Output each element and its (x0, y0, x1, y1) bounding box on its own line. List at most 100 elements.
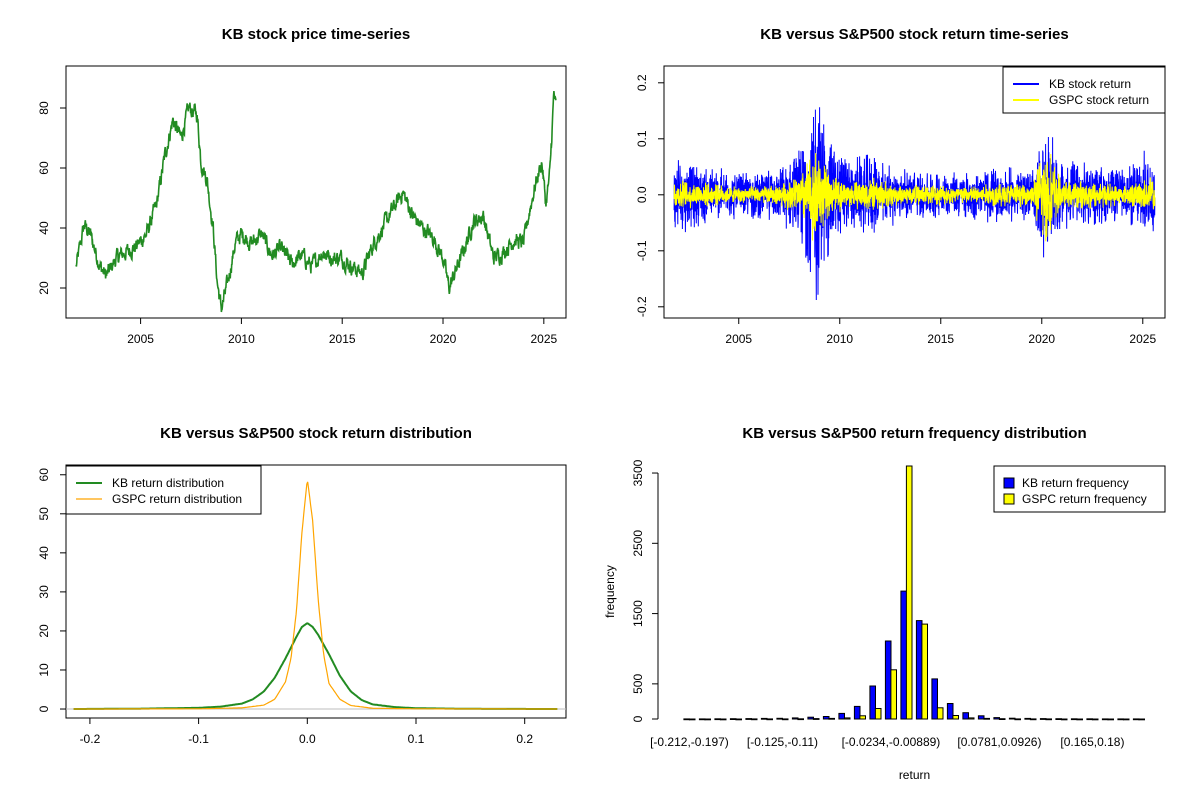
chart-title-0: KB stock price time-series (222, 26, 410, 43)
gspc-bar-3 (735, 718, 743, 721)
gspc-return-line (673, 153, 1156, 242)
gspc-density-line (73, 481, 558, 710)
y-tick-label-1-3: 0.1 (635, 130, 649, 147)
gspc-bar-23 (1045, 718, 1053, 721)
x-tick-label-0-4: 2025 (530, 332, 557, 346)
gspc-bar-14 (905, 465, 913, 720)
kb-bar-14 (900, 590, 908, 720)
gspc-bar-0 (688, 718, 696, 721)
x-tick-label-2-2: 0.0 (299, 732, 316, 746)
x-category-label-0: [-0.212,-0.197) (650, 735, 729, 749)
kb-bar-15 (915, 620, 923, 720)
x-tick-label-2-0: -0.2 (80, 732, 101, 746)
x-tick-label-1-0: 2005 (725, 332, 752, 346)
legend-label-3-0: KB return frequency (1022, 476, 1129, 490)
y-tick-label-1-1: -0.1 (635, 240, 649, 261)
kb-price-line (75, 91, 557, 313)
kb-bar-22 (1024, 717, 1032, 720)
gspc-bar-10 (843, 717, 851, 720)
gspc-bar-28 (1122, 718, 1130, 721)
x-tick-label-1-2: 2015 (927, 332, 954, 346)
y-tick-label-3-4: 3500 (631, 459, 645, 486)
gspc-bar-18 (967, 717, 975, 720)
plot-frame-1 (663, 65, 1166, 319)
x-tick-label-1-4: 2025 (1129, 332, 1156, 346)
legend-label-1-0: KB stock return (1049, 77, 1131, 91)
y-tick-label-2-6: 60 (37, 468, 51, 482)
kb-bar-26 (1086, 718, 1094, 721)
x-tick-label-2-1: -0.1 (188, 732, 209, 746)
y-tick-label-2-1: 10 (37, 663, 51, 677)
gspc-bar-16 (936, 707, 944, 720)
x-tick-label-0-1: 2010 (228, 332, 255, 346)
legend-swatch-3-1 (1003, 493, 1015, 505)
gspc-bar-26 (1091, 718, 1099, 721)
chart-title-2: KB versus S&P500 stock return distributi… (160, 425, 472, 442)
kb-bar-29 (1132, 718, 1140, 721)
gspc-bar-1 (704, 718, 712, 721)
x-tick-label-0-2: 2015 (329, 332, 356, 346)
kb-bar-8 (807, 716, 815, 720)
legend-label-1-1: GSPC stock return (1049, 93, 1149, 107)
y-tick-label-2-5: 50 (37, 507, 51, 521)
kb-bar-13 (884, 640, 892, 720)
kb-bar-4 (745, 718, 753, 720)
gspc-bar-6 (781, 718, 789, 721)
x-tick-label-1-3: 2020 (1028, 332, 1055, 346)
kb-bar-21 (1008, 717, 1016, 720)
gspc-bar-17 (952, 715, 960, 720)
x-axis-title-3: return (899, 768, 930, 782)
gspc-bar-19 (983, 717, 991, 720)
kb-bar-16 (931, 678, 939, 720)
kb-bar-0 (683, 718, 691, 721)
legend-label-2-0: KB return distribution (112, 476, 224, 490)
x-tick-label-2-4: 0.2 (516, 732, 533, 746)
gspc-bar-9 (828, 717, 836, 720)
x-tick-label-0-0: 2005 (127, 332, 154, 346)
x-tick-label-0-3: 2020 (430, 332, 457, 346)
y-tick-label-1-4: 0.2 (635, 74, 649, 91)
y-tick-label-1-2: 0.0 (635, 186, 649, 203)
y-tick-label-2-3: 30 (37, 585, 51, 599)
y-tick-label-0-2: 60 (37, 161, 51, 175)
kb-bar-9 (822, 716, 830, 720)
kb-bar-11 (853, 705, 861, 720)
kb-bar-7 (791, 717, 799, 720)
gspc-bar-4 (750, 718, 758, 721)
kb-bar-2 (714, 718, 722, 721)
y-tick-label-2-4: 40 (37, 546, 51, 560)
gspc-bar-2 (719, 718, 727, 721)
kb-density-line (73, 622, 558, 710)
gspc-bar-7 (797, 718, 805, 721)
y-tick-label-0-0: 20 (37, 281, 51, 295)
legend-box-3 (993, 465, 1166, 513)
y-tick-label-2-0: 0 (37, 705, 51, 712)
y-axis-title-3: frequency (603, 565, 617, 618)
legend-label-3-1: GSPC return frequency (1022, 492, 1147, 506)
y-tick-label-0-1: 40 (37, 221, 51, 235)
x-category-label-1: [-0.125,-0.11) (747, 735, 818, 749)
kb-bar-23 (1039, 718, 1047, 720)
y-tick-label-3-1: 500 (631, 674, 645, 694)
gspc-bar-15 (921, 623, 929, 720)
gspc-bar-27 (1107, 718, 1115, 721)
gspc-bar-5 (766, 718, 774, 721)
kb-bar-28 (1117, 718, 1125, 721)
kb-bar-1 (698, 718, 706, 721)
kb-bar-19 (977, 715, 985, 720)
legend-label-2-1: GSPC return distribution (112, 492, 242, 506)
kb-bar-5 (760, 717, 768, 720)
x-tick-label-2-3: 0.1 (408, 732, 425, 746)
gspc-bar-20 (998, 718, 1006, 721)
gspc-bar-29 (1138, 718, 1146, 721)
gspc-bar-13 (890, 669, 898, 720)
legend-swatch-3-0 (1003, 477, 1015, 489)
y-tick-label-1-0: -0.2 (635, 296, 649, 317)
x-tick-label-1-1: 2010 (826, 332, 853, 346)
gspc-bar-11 (859, 715, 867, 720)
x-category-label-3: [0.0781,0.0926) (957, 735, 1041, 749)
gspc-bar-24 (1060, 718, 1068, 721)
kb-bar-10 (838, 712, 846, 720)
